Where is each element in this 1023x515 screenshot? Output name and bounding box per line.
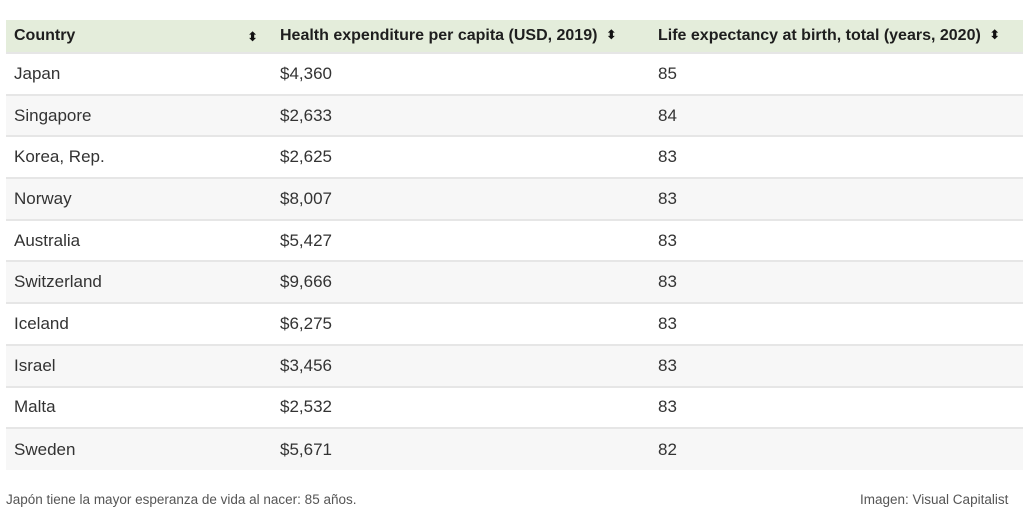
data-table-container: Country ⬍ Health expenditure per capita … — [6, 20, 1023, 470]
cell-life-expectancy: 83 — [658, 355, 677, 375]
cell-health-expenditure: $6,275 — [280, 313, 332, 333]
column-header-label: Life expectancy at birth, total (years, … — [658, 27, 981, 44]
table-row: Singapore $2,633 84 — [6, 94, 1023, 137]
cell-health-expenditure: $4,360 — [280, 63, 332, 83]
cell-health-expenditure: $8,007 — [280, 188, 332, 208]
cell-life-expectancy: 82 — [658, 439, 677, 459]
cell-country: Israel — [14, 355, 56, 375]
cell-life-expectancy: 83 — [658, 230, 677, 250]
table-row: Malta $2,532 83 — [6, 386, 1023, 429]
image-credit: Imagen: Visual Capitalist — [860, 492, 1009, 507]
cell-country: Switzerland — [14, 272, 102, 292]
column-header-life-expectancy[interactable]: Life expectancy at birth, total (years, … — [650, 20, 1023, 53]
table-row: Israel $3,456 83 — [6, 344, 1023, 387]
table-row: Switzerland $9,666 83 — [6, 261, 1023, 304]
column-header-label: Health expenditure per capita (USD, 2019… — [280, 27, 598, 44]
cell-country: Malta — [14, 397, 56, 417]
cell-life-expectancy: 83 — [658, 272, 677, 292]
cell-country: Singapore — [14, 105, 92, 125]
cell-health-expenditure: $3,456 — [280, 355, 332, 375]
sort-updown-icon[interactable]: ⬍ — [605, 27, 617, 42]
column-header-country[interactable]: Country ⬍ — [6, 20, 272, 53]
cell-country: Norway — [14, 188, 72, 208]
cell-health-expenditure: $5,671 — [280, 439, 332, 459]
column-header-label: Country — [14, 27, 76, 44]
cell-country: Korea, Rep. — [14, 147, 105, 167]
sort-updown-icon[interactable]: ⬍ — [989, 27, 1001, 42]
health-life-expectancy-table: Country ⬍ Health expenditure per capita … — [6, 20, 1023, 470]
sort-updown-icon[interactable]: ⬍ — [247, 29, 258, 44]
cell-life-expectancy: 83 — [658, 147, 677, 167]
cell-health-expenditure: $2,532 — [280, 397, 332, 417]
cell-life-expectancy: 83 — [658, 397, 677, 417]
column-header-health-expenditure[interactable]: Health expenditure per capita (USD, 2019… — [272, 20, 650, 53]
table-row: Norway $8,007 83 — [6, 178, 1023, 220]
cell-life-expectancy: 85 — [658, 63, 677, 83]
cell-life-expectancy: 83 — [658, 313, 677, 333]
cell-life-expectancy: 84 — [658, 105, 677, 125]
image-caption: Japón tiene la mayor esperanza de vida a… — [6, 492, 357, 507]
table-row: Japan $4,360 85 — [6, 53, 1023, 95]
table-row: Korea, Rep. $2,625 83 — [6, 136, 1023, 178]
table-header-row: Country ⬍ Health expenditure per capita … — [6, 20, 1023, 53]
cell-health-expenditure: $2,625 — [280, 147, 332, 167]
table-row: Australia $5,427 83 — [6, 219, 1023, 262]
table-row: Iceland $6,275 83 — [6, 303, 1023, 345]
table-row: Sweden $5,671 82 — [6, 428, 1023, 470]
cell-health-expenditure: $5,427 — [280, 230, 332, 250]
cell-life-expectancy: 83 — [658, 188, 677, 208]
cell-country: Australia — [14, 230, 81, 250]
cell-country: Japan — [14, 63, 61, 83]
cell-health-expenditure: $2,633 — [280, 105, 332, 125]
cell-health-expenditure: $9,666 — [280, 272, 332, 292]
cell-country: Iceland — [14, 313, 69, 333]
cell-country: Sweden — [14, 439, 76, 459]
